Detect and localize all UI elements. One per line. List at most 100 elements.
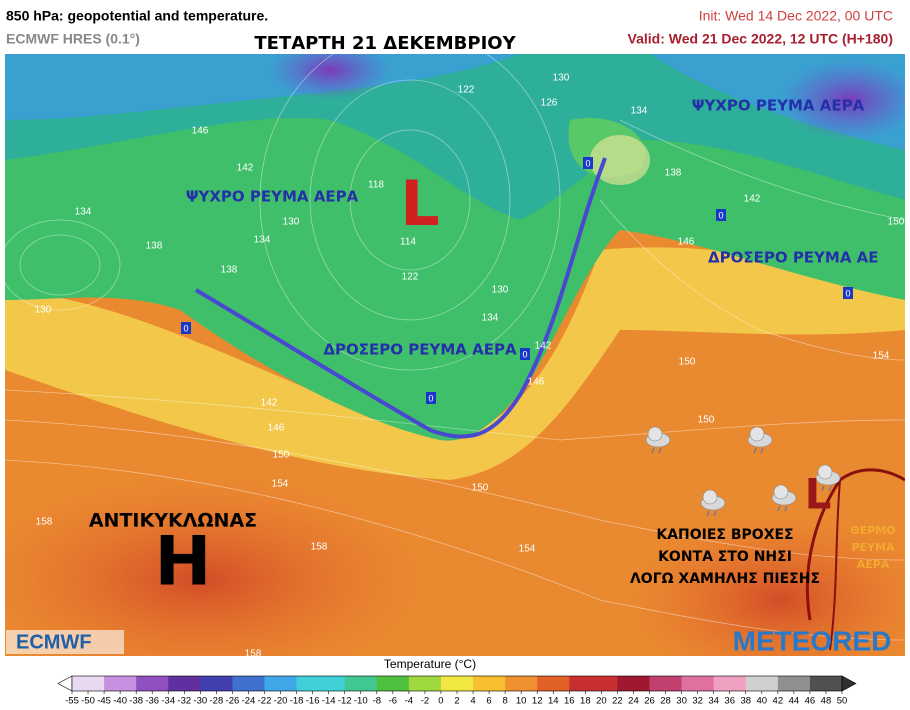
colorbar-swatch [440,676,458,691]
colorbar-swatch [553,676,570,691]
warm-patch [590,135,650,185]
colorbar-tick-label: 42 [773,696,784,707]
colorbar-swatch [569,676,586,691]
colorbar-title: Temperature (°C) [384,657,476,671]
map: 130 122 126 134 146 142 138 118 130 134 134 138 114 1… [5,54,905,660]
cool-area [5,54,905,441]
rain [753,447,757,454]
zero-isotherm-box [426,392,436,404]
colorbar-tick-label: -14 [322,696,336,707]
warm-stream-line [829,479,841,651]
contour-label: 126 [541,98,558,109]
colorbar-tick-label: 36 [724,696,735,707]
contour-label: 142 [261,398,278,409]
colorbar-tick-label: 46 [805,696,816,707]
colorbar-tick-label: -16 [306,696,320,707]
zero-isotherm-label: 0 [183,323,188,333]
colorbar-swatch [601,676,618,691]
colorbar-tick-label: -12 [338,696,352,707]
colorbar-tick-label: -34 [161,696,175,707]
colorbar-swatch [408,676,426,691]
cold-stream-label: ΨΥΧΡΟ ΡΕΥΜΑ ΑΕΡΑ [186,188,359,206]
rain-icons [645,426,841,517]
warm-stream-label: ΘΕΡΜΟ [850,524,895,537]
contour-label: 146 [192,126,209,137]
contour-label: 130 [283,217,300,228]
contour-label: 118 [368,180,384,191]
contour-label: 134 [482,313,499,324]
colorbar-tick-label: 18 [580,696,591,707]
colorbar-swatch [424,676,442,691]
contour-label: 158 [36,517,53,528]
colorbar-swatch [280,676,297,691]
colorbar-tick-label: 30 [676,696,687,707]
geopotential-contours [5,54,905,641]
warm-stream-label: ΑΕΡΑ [857,558,890,571]
contour-label: 138 [146,241,163,252]
contour-labels: 130 122 126 134 146 142 138 118 130 134 134 138 114 1… [35,73,905,660]
colorbar-swatch [184,676,201,691]
contour-label: 146 [528,377,545,388]
colorbar-swatch [152,676,169,691]
colorbar-swatch [312,676,329,691]
colorbar-swatch [617,676,634,691]
colorbar-tick-label: -4 [405,696,413,707]
colorbar-swatch [72,676,89,691]
colorbar-swatch [713,676,731,691]
colorbar-tick-label: -8 [373,696,381,707]
colorbar-swatch [248,676,265,691]
cloud [647,426,663,442]
colorbar-tick-label: 38 [740,696,751,707]
colorbar-swatch [344,676,362,691]
warm-stream-line [805,468,905,621]
colorbar-swatch [88,676,105,691]
contour-label: 130 [553,73,570,84]
contour-label: 138 [221,265,238,276]
colorbar-tick-label: -50 [81,696,95,707]
colorbar-swatch [809,676,827,691]
colorbar-tick-label: -38 [129,696,143,707]
colorbar-swatch [793,676,811,691]
colorbar-tick-label: 2 [454,696,459,707]
contour-label: 134 [254,235,271,246]
colorbar-tick-label: 44 [789,696,800,707]
contour-label: 122 [458,85,475,96]
zero-isotherm-label: 0 [522,349,527,359]
rain [821,485,825,492]
rain [658,447,662,454]
zero-isotherm-box [716,209,726,221]
contour-label: 150 [679,357,696,368]
colorbar-tick-label: -30 [193,696,207,707]
colorbar-swatch [697,676,714,691]
mild-band [5,247,905,480]
colorbar-swatch [264,676,281,691]
colorbar-tick-label: -45 [97,696,111,707]
zero-isotherm-box [520,348,530,360]
rain [784,505,788,512]
colorbar-tick-label: -20 [274,696,288,707]
colorbar-tick-label: 34 [708,696,719,707]
warm-area [5,470,440,656]
colorbar-end [841,675,857,692]
contour-label: 146 [678,237,695,248]
colorbar-tick-label: 50 [837,696,848,707]
high-pressure-mark: H [155,523,212,602]
colorbar-swatch [376,676,394,691]
cold-stream-label: ΨΥΧΡΟ ΡΕΥΜΑ ΑΕΡΑ [692,97,865,115]
contour-label: 138 [665,168,682,179]
colorbar-swatch [104,676,121,691]
contour-label: 158 [245,649,262,660]
contour-label: 150 [698,415,715,426]
cloud [817,464,833,480]
colorbar-tick-label: 14 [548,696,559,707]
zero-isotherm-box [181,322,191,334]
colorbar-tick-label: -22 [258,696,272,707]
zero-isotherm-box [843,287,853,299]
zero-isotherm-label: 0 [428,393,433,403]
low-pressure-mark: L [805,470,832,519]
zero-isotherm-label: 0 [845,288,850,298]
colorbar-swatch [200,676,217,691]
colorbar-tick-label: 4 [470,696,475,707]
header-title: 850 hPa: geopotential and temperature. [6,8,268,24]
